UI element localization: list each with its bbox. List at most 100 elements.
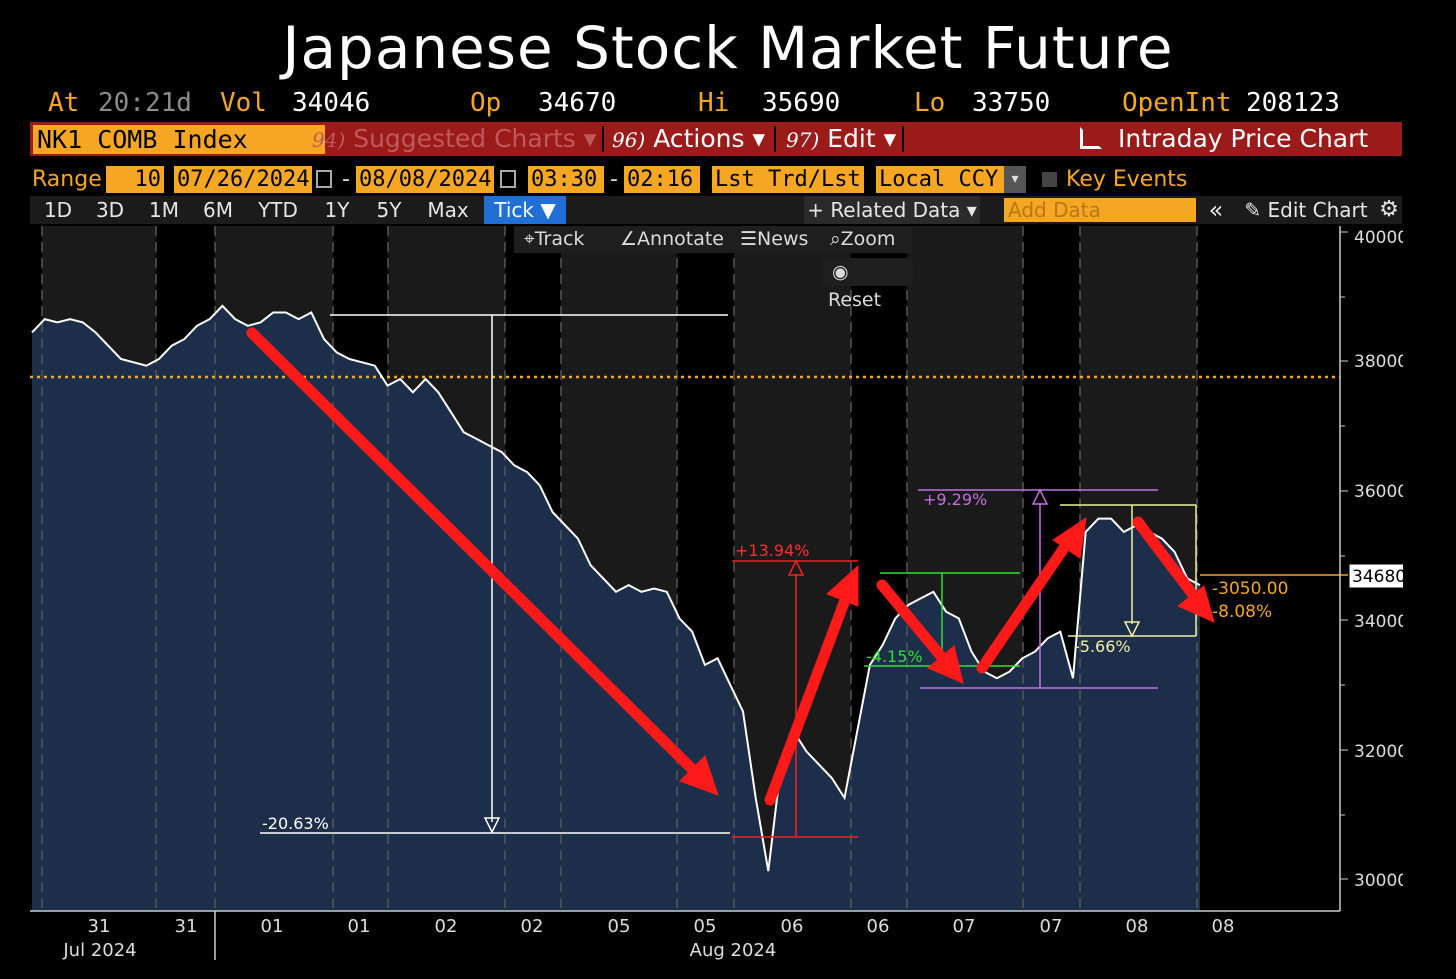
menu-divider	[902, 126, 904, 152]
openint-value: 208123	[1246, 88, 1340, 118]
intraday-price-chart-title[interactable]: Intraday Price Chart	[1080, 122, 1368, 156]
end-time-field[interactable]: 02:16	[624, 166, 700, 193]
last-price-badge	[1348, 563, 1410, 589]
range-value-field[interactable]: 10	[106, 166, 164, 193]
calendar-icon[interactable]	[500, 170, 516, 188]
gear-icon[interactable]: ⚙	[1379, 197, 1399, 222]
arrowhead-icon	[1052, 516, 1087, 559]
y-tick-label: 30000	[1354, 871, 1408, 891]
period-button-1y[interactable]: 1Y	[324, 198, 350, 222]
chevron-down-icon[interactable]: ▾	[1004, 166, 1026, 193]
actions-menu[interactable]: 96) Actions ▾	[612, 122, 765, 156]
currency-select[interactable]: Local CCY	[876, 166, 1004, 193]
x-month-label: Aug 2024	[690, 940, 777, 961]
related-data-button[interactable]: + Related Data ▾	[804, 196, 980, 224]
key-events-label: Key Events	[1066, 167, 1188, 192]
key-events-checkbox[interactable]	[1042, 172, 1057, 187]
chart-name-label: Intraday Price Chart	[1118, 124, 1369, 153]
rebound-percent: +13.94%	[735, 541, 809, 560]
arrowhead-icon	[679, 755, 719, 796]
arrowhead-icon	[1177, 585, 1215, 623]
period-button-tick[interactable]: Tick ▼	[484, 196, 566, 224]
downtrend-arrow	[246, 327, 704, 781]
price-type-select[interactable]: Lst Trd/Lst Px	[712, 166, 864, 193]
ticker-field[interactable]: NK1 COMB Index	[33, 125, 325, 154]
period-button-1d[interactable]: 1D	[43, 198, 73, 222]
start-date-field[interactable]: 07/26/2024	[174, 166, 312, 193]
change-points: -3050.00	[1212, 579, 1288, 599]
edit-label: Edit	[827, 124, 876, 153]
x-tick-label: 07	[1040, 916, 1063, 937]
period-button-max[interactable]: Max	[427, 198, 469, 222]
chevron-down-icon: ▾	[583, 124, 597, 153]
command-bar: NK1 COMB Index 94) Suggested Charts ▾ 96…	[30, 122, 1402, 156]
chart-tools: ⌖ Track ∠ Annotate ☰ News ⌕ Zoom	[514, 226, 912, 253]
decline-percent: -5.66%	[1074, 637, 1131, 656]
chevron-down-icon: ▾	[883, 124, 897, 153]
actions-label: Actions	[653, 124, 745, 153]
rally-percent: +9.29%	[923, 490, 987, 509]
lo-value: 33750	[972, 88, 1051, 118]
pullback-annotation: -4.15%	[864, 572, 1020, 667]
edit-chart-label: Edit Chart	[1267, 198, 1368, 222]
op-label: Op	[470, 88, 502, 118]
drawdown-annotation: -20.63%	[260, 314, 730, 834]
chevron-down-icon: ▾	[752, 124, 766, 153]
suggested-charts-menu[interactable]: 94) Suggested Charts ▾	[312, 122, 596, 156]
menu-divider	[774, 126, 776, 152]
change-percent: -8.08%	[1212, 602, 1272, 622]
x-tick-label: 05	[608, 916, 631, 937]
reset-button[interactable]: ◉ Reset	[822, 258, 913, 311]
time-separator: -	[610, 167, 618, 192]
at-value: 20:21d	[98, 88, 192, 118]
related-data-label: Related Data	[830, 198, 961, 222]
collapse-icon[interactable]: «	[1208, 196, 1224, 224]
y-tick-label: 32000	[1354, 742, 1408, 762]
add-data-input[interactable]: Add Data	[1004, 198, 1196, 222]
recovery-arrow	[976, 539, 1072, 674]
period-button-3d[interactable]: 3D	[95, 198, 125, 222]
hi-label: Hi	[698, 88, 730, 118]
x-tick-label: 31	[88, 916, 111, 937]
pullback-percent: -4.15%	[866, 647, 923, 666]
lo-label: Lo	[914, 88, 946, 118]
end-date-field[interactable]: 08/08/2024	[356, 166, 494, 193]
op-value: 34670	[538, 88, 617, 118]
edit-chart-button[interactable]: ✎ Edit Chart	[1244, 198, 1368, 222]
hi-value: 35690	[762, 88, 841, 118]
period-button-ytd[interactable]: YTD	[258, 198, 298, 222]
start-time-field[interactable]: 03:30	[528, 166, 604, 193]
news-button[interactable]: ☰ News	[740, 226, 808, 253]
y-tick-label: 38000	[1354, 352, 1408, 372]
news-label: News	[757, 228, 809, 250]
rally-annotation: +9.29%	[918, 488, 1158, 689]
track-button[interactable]: ⌖ Track	[524, 226, 584, 253]
uptrend-arrow	[764, 594, 851, 806]
reset-icon: ◉	[832, 261, 849, 283]
annotate-button[interactable]: ∠ Annotate	[620, 226, 724, 253]
date-separator: -	[342, 167, 350, 192]
openint-label: OpenInt	[1122, 88, 1232, 118]
x-tick-label: 05	[694, 916, 717, 937]
x-tick-label: 06	[867, 916, 890, 937]
calendar-icon[interactable]	[316, 170, 332, 188]
suggested-charts-label: Suggested Charts	[353, 124, 576, 153]
edit-number: 97)	[786, 128, 820, 152]
track-label: Track	[534, 228, 585, 250]
x-axis: 31 31 01 01 02 02 05 05 06 06 07 07 08 0…	[30, 910, 1340, 961]
page-title: Japanese Stock Market Future	[282, 14, 1174, 82]
zoom-button[interactable]: ⌕ Zoom	[830, 226, 895, 253]
edit-menu[interactable]: 97) Edit ▾	[786, 122, 896, 156]
x-month-label: Jul 2024	[62, 940, 136, 961]
axis-clip	[1403, 226, 1456, 926]
arrowhead-icon	[826, 564, 859, 607]
price-area-fill	[32, 305, 1200, 911]
period-button-1m[interactable]: 1M	[149, 198, 179, 222]
x-tick-label: 08	[1212, 916, 1235, 937]
session-dividers	[41, 226, 1198, 911]
x-tick-label: 02	[521, 916, 544, 937]
period-button-6m[interactable]: 6M	[203, 198, 233, 222]
at-label: At	[48, 88, 80, 118]
period-button-5y[interactable]: 5Y	[376, 198, 402, 222]
